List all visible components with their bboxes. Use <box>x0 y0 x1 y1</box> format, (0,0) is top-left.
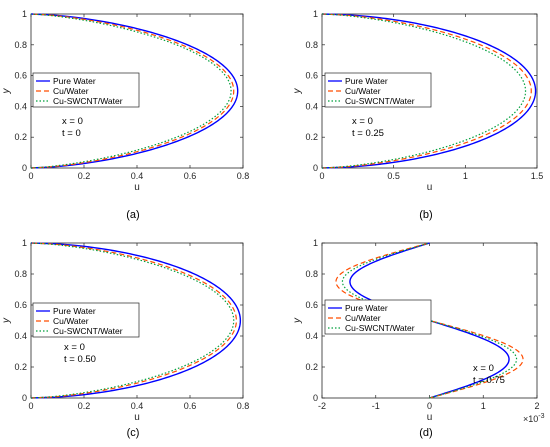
y-tick-label: 0.8 <box>14 40 27 50</box>
series-line-cu-swcnt-water <box>30 13 232 169</box>
series-line-cu-swcnt-water <box>321 13 527 169</box>
x-tick-label: 0.4 <box>131 401 144 411</box>
y-tick-label: 0 <box>22 163 27 173</box>
y-tick-label: 0.6 <box>305 71 318 81</box>
y-tick-label: 0.6 <box>14 71 27 81</box>
annotation: t = 0 <box>62 128 81 139</box>
legend-box <box>32 72 140 108</box>
y-tick-label: 0 <box>22 393 27 403</box>
y-tick-label: 0.6 <box>14 300 27 310</box>
y-tick-label: 0.4 <box>14 101 27 111</box>
series-line-cu-water <box>30 13 235 169</box>
y-axis-label: y <box>1 317 12 324</box>
x-tick-label: 0.6 <box>184 171 197 181</box>
annotation: x = 0 <box>62 116 83 127</box>
y-tick-label: 1 <box>313 238 318 248</box>
y-axis-label: y <box>292 88 303 95</box>
series-line-cu-water <box>30 242 237 399</box>
x-tick-label: 0 <box>28 401 33 411</box>
x-tick-label: 0 <box>28 171 33 181</box>
legend-label: Cu/Water <box>345 86 381 96</box>
x-tick-label: 0.8 <box>237 171 250 181</box>
y-tick-label: 0.2 <box>14 362 27 372</box>
x-tick-label: -2 <box>318 401 326 411</box>
legend-label: Cu-SWCNT/Water <box>345 96 415 106</box>
x-tick-label: 0.8 <box>237 401 250 411</box>
series-line-pure-water <box>30 242 242 399</box>
annotation: t = 0.75 <box>473 375 505 386</box>
annotation: x = 0 <box>352 116 373 127</box>
y-tick-label: 0.4 <box>305 101 318 111</box>
x-tick-label: 0.6 <box>184 401 197 411</box>
y-tick-label: 0.8 <box>14 269 27 279</box>
y-tick-label: 0.2 <box>305 132 318 142</box>
annotation: t = 0.25 <box>352 128 384 139</box>
legend-label: Cu/Water <box>53 316 89 326</box>
legend-label: Cu/Water <box>53 86 89 96</box>
x-tick-label: 2 <box>534 401 539 411</box>
legend-label: Cu-SWCNT/Water <box>345 323 415 333</box>
annotation: t = 0.50 <box>64 354 96 365</box>
y-tick-label: 0.8 <box>305 40 318 50</box>
y-tick-label: 1 <box>313 9 318 19</box>
x-tick-label: 1 <box>481 401 486 411</box>
x-tick-label: 0.5 <box>387 171 400 181</box>
y-tick-label: 0.8 <box>305 269 318 279</box>
x-axis-label: u <box>427 412 433 423</box>
x-tick-label: 0.2 <box>78 171 91 181</box>
x-multiplier: ×10-3 <box>523 413 545 424</box>
series-line-cu-water <box>321 13 532 169</box>
legend-box <box>324 72 432 108</box>
series-line-cu-water <box>335 242 524 399</box>
x-tick-label: 1 <box>463 171 468 181</box>
x-tick-label: 0 <box>319 171 324 181</box>
y-tick-label: 0 <box>313 163 318 173</box>
legend-label: Pure Water <box>53 306 96 316</box>
series-line-cu-swcnt-water <box>30 242 235 399</box>
y-tick-label: 0 <box>313 393 318 403</box>
y-axis-label: y <box>292 317 303 324</box>
x-tick-label: 0.4 <box>131 171 144 181</box>
legend-label: Pure Water <box>345 303 388 313</box>
panel-b: 0 0.5 1 1.5 0 0.2 0.4 0.6 0.8 1 u y Pure WaterCu/Wat… <box>292 9 543 221</box>
legend-box <box>324 299 432 335</box>
annotation: x = 0 <box>473 363 494 374</box>
y-tick-label: 0.4 <box>305 331 318 341</box>
x-axis-label: u <box>134 182 140 193</box>
x-tick-label: -1 <box>372 401 380 411</box>
legend-label: Cu/Water <box>345 313 381 323</box>
legend-label: Pure Water <box>345 76 388 86</box>
series-line-pure-water <box>30 13 239 169</box>
x-axis-label: u <box>134 412 140 423</box>
panel-label: (b) <box>419 209 432 221</box>
legend-label: Pure Water <box>53 76 96 86</box>
legend-label: Cu-SWCNT/Water <box>53 96 123 106</box>
legend-label: Cu-SWCNT/Water <box>53 326 123 336</box>
panel-label: (c) <box>127 427 140 439</box>
x-tick-label: 0 <box>427 401 432 411</box>
y-tick-label: 0.2 <box>14 132 27 142</box>
y-axis-label: y <box>1 88 12 95</box>
panel-label: (a) <box>126 209 139 221</box>
y-tick-label: 0.6 <box>305 300 318 310</box>
x-tick-label: 1.5 <box>531 171 544 181</box>
series-line-pure-water <box>321 13 537 169</box>
panel-label: (d) <box>419 427 432 439</box>
y-tick-label: 1 <box>22 238 27 248</box>
annotation: x = 0 <box>64 342 85 353</box>
legend-box <box>32 302 140 338</box>
x-axis-label: u <box>427 182 433 193</box>
x-tick-label: 0.2 <box>78 401 91 411</box>
y-tick-label: 0.4 <box>14 331 27 341</box>
y-tick-label: 1 <box>22 9 27 19</box>
y-tick-label: 0.2 <box>305 362 318 372</box>
